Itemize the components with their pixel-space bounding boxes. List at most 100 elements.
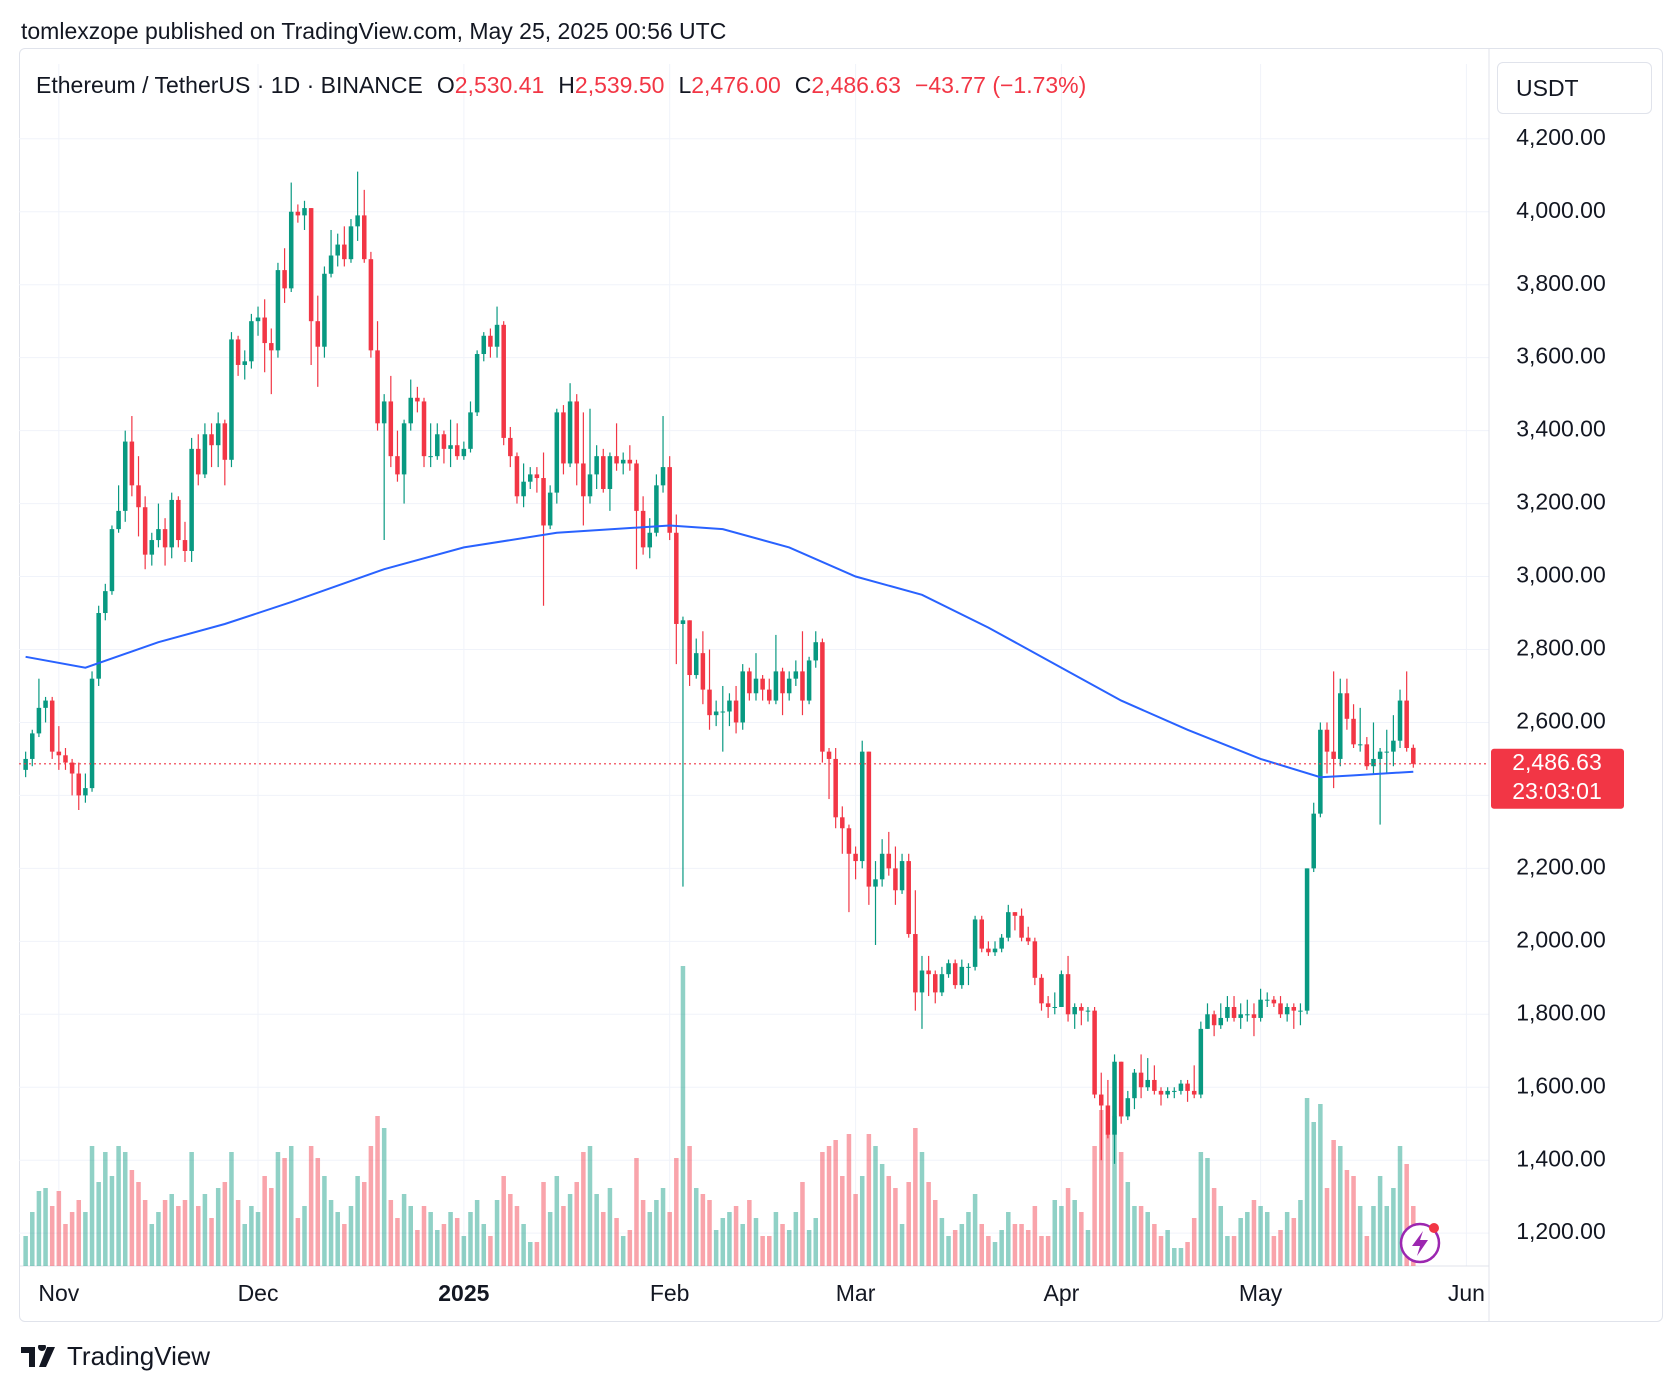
volume-bar: [494, 1200, 500, 1266]
volume-bar: [1112, 1116, 1117, 1266]
volume-bar: [36, 1191, 42, 1266]
volume-bar: [634, 1158, 639, 1266]
y-tick-label: 2,000.00: [1516, 926, 1606, 952]
candle-body: [362, 215, 367, 260]
volume-bar: [63, 1224, 68, 1266]
volume-bar: [176, 1206, 181, 1266]
volume-bar: [713, 1230, 719, 1266]
volume-bar: [1258, 1206, 1263, 1266]
volume-bar: [999, 1230, 1004, 1266]
volume-bar: [1271, 1236, 1277, 1266]
candle-body: [215, 423, 221, 446]
candle-body: [1045, 1003, 1051, 1007]
candle-body: [96, 613, 101, 679]
candle-body: [866, 751, 872, 887]
candle-body: [793, 671, 799, 679]
y-tick-label: 1,800.00: [1516, 999, 1606, 1025]
candle-body: [1092, 1010, 1097, 1095]
ohlc-item: H2,539.50: [558, 72, 664, 99]
candle-body: [933, 974, 938, 993]
volume-bar: [773, 1212, 779, 1266]
candle-body: [1318, 729, 1323, 814]
volume-bar: [1318, 1104, 1323, 1266]
x-tick-label: Nov: [38, 1280, 79, 1306]
candle-body: [959, 966, 965, 986]
candle-body: [335, 244, 340, 256]
volume-bar: [1079, 1212, 1084, 1266]
volume-bar: [833, 1140, 838, 1266]
volume-bar: [693, 1188, 699, 1266]
volume-bar: [1132, 1206, 1137, 1266]
candle-body: [441, 434, 447, 449]
volume-bar: [793, 1212, 799, 1266]
volume-bar: [142, 1200, 148, 1266]
candle-body: [428, 456, 433, 458]
volume-bar: [169, 1194, 174, 1266]
volume-bar: [322, 1176, 327, 1266]
candle-body: [1145, 1079, 1150, 1088]
candle-body: [853, 853, 858, 862]
candle-body: [275, 270, 281, 351]
volume-bar: [939, 1218, 945, 1266]
brand-logo: [21, 1344, 55, 1367]
volume-bar: [395, 1218, 400, 1266]
volume-bar: [1298, 1200, 1303, 1266]
candle-body: [1291, 1006, 1297, 1011]
volume-bar: [859, 1176, 865, 1266]
candle-body: [561, 412, 566, 464]
volume-bar: [514, 1206, 520, 1266]
candle-body: [1072, 1006, 1077, 1015]
candle-body: [295, 211, 301, 216]
volume-bar: [574, 1182, 579, 1266]
candle-body: [63, 755, 68, 763]
candle-body: [401, 423, 407, 475]
volume-bar: [295, 1218, 301, 1266]
candle-body: [1185, 1083, 1190, 1091]
candle-body: [375, 350, 380, 424]
y-tick-label: 3,200.00: [1516, 489, 1606, 515]
candle-body: [972, 919, 978, 967]
candle-body: [767, 689, 772, 701]
candle-body: [269, 343, 274, 351]
alert-icon-dot: [1429, 1223, 1439, 1233]
volume-bar: [866, 1134, 872, 1266]
currency-button[interactable]: USDT: [1497, 62, 1652, 114]
candle-body: [388, 401, 394, 457]
volume-bar: [1025, 1230, 1031, 1266]
candle-body: [806, 660, 812, 701]
volume-bar: [820, 1152, 825, 1266]
volume-bar: [919, 1152, 925, 1266]
volume-bar: [554, 1176, 560, 1266]
candle-body: [820, 642, 825, 752]
candle-body: [1404, 700, 1409, 748]
volume-bar: [607, 1188, 613, 1266]
volume-bar: [182, 1200, 188, 1266]
volume-bar: [288, 1146, 294, 1266]
volume-bar: [760, 1236, 765, 1266]
volume-bar: [886, 1176, 892, 1266]
volume-bar: [1364, 1236, 1370, 1266]
volume-bar: [202, 1194, 208, 1266]
candle-body: [474, 354, 480, 413]
volume-bar: [700, 1194, 706, 1266]
candle-body: [693, 653, 699, 676]
candle-body: [176, 499, 181, 541]
volume-bar: [727, 1212, 732, 1266]
candle-body: [581, 463, 586, 497]
candle-body: [899, 861, 905, 891]
volume-bar: [1338, 1146, 1343, 1266]
volume-bar: [109, 1176, 115, 1266]
volume-bar: [129, 1170, 135, 1266]
volume-bar: [315, 1158, 321, 1266]
volume-bar: [660, 1188, 666, 1266]
candle-body: [926, 970, 931, 975]
candle-body: [660, 467, 666, 486]
volume-bar: [527, 1242, 533, 1266]
candle-body: [1019, 915, 1024, 938]
candle-body: [992, 948, 998, 953]
candle-body: [773, 671, 779, 701]
ohlc-key: C: [794, 72, 812, 98]
volume-bar: [381, 1128, 387, 1266]
volume-bar: [1138, 1206, 1144, 1266]
